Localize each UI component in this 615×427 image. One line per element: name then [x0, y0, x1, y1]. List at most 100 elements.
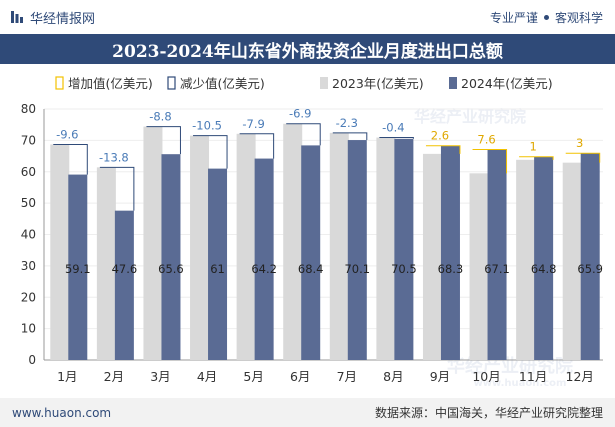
bar-2024 — [208, 168, 228, 360]
legend-decrease-label: 减少值(亿美元) — [180, 76, 265, 91]
bar-2023 — [236, 133, 256, 360]
change-label: 1 — [529, 140, 536, 154]
y-tick-label: 50 — [21, 196, 36, 210]
brand-name: 华经情报网 — [30, 11, 96, 27]
bar-2024 — [534, 156, 554, 360]
bar-2023 — [422, 153, 442, 360]
change-label: -2.3 — [336, 116, 358, 130]
brand-tags: 专业严谨 客观科学 — [490, 9, 603, 26]
bar-2024 — [161, 154, 181, 360]
change-bracket — [472, 148, 508, 174]
y-tick-label: 20 — [21, 290, 36, 304]
change-label: 7.6 — [477, 132, 495, 146]
y-tick-label: 0 — [28, 353, 36, 367]
y-tick-label: 30 — [21, 259, 36, 273]
bar-2024 — [440, 145, 460, 360]
bar-2023 — [329, 132, 349, 360]
change-bracket — [99, 166, 135, 211]
x-tick-label: 2月 — [104, 369, 124, 384]
watermark-url: www.huaon.com — [474, 378, 567, 389]
bar-2023 — [143, 126, 163, 360]
value-label-2024: 59.1 — [65, 262, 91, 276]
x-tick-label: 12月 — [566, 369, 594, 384]
value-label-2024: 65.6 — [158, 262, 184, 276]
bar-2024 — [347, 140, 367, 360]
tag-objective: 客观科学 — [554, 10, 603, 25]
separator-dot-icon — [543, 14, 549, 20]
legend-2023-label: 2023年(亿美元) — [332, 76, 424, 91]
bar-2023 — [516, 159, 536, 360]
tag-professional: 专业严谨 — [489, 10, 538, 25]
change-label: 3 — [576, 136, 583, 150]
change-bracket — [286, 123, 321, 146]
change-bracket — [146, 126, 181, 155]
bar-2023 — [562, 162, 582, 360]
change-bracket — [565, 152, 601, 163]
y-tick-label: 80 — [21, 102, 36, 116]
x-tick-label: 1月 — [57, 369, 77, 384]
change-bracket — [379, 137, 414, 139]
bar-2023 — [376, 137, 396, 360]
x-tick-label: 11月 — [519, 369, 547, 384]
legend-2024-swatch — [449, 77, 457, 89]
y-tick-label: 70 — [21, 133, 36, 147]
change-label: 2.6 — [431, 129, 449, 143]
x-tick-label: 3月 — [150, 369, 170, 384]
footer-site: www.huaon.com — [12, 405, 112, 420]
bar-2023 — [469, 173, 489, 360]
x-tick-label: 8月 — [383, 369, 403, 384]
x-tick-label: 5月 — [243, 369, 263, 384]
legend-increase-swatch — [55, 76, 64, 90]
value-label-2024: 68.3 — [438, 262, 464, 276]
footer-source: 数据来源：中国海关，华经产业研究院整理 — [374, 406, 603, 420]
change-bracket — [193, 135, 228, 169]
brand-logo-icon — [11, 11, 23, 23]
change-label: -7.9 — [242, 117, 264, 131]
legend-increase-label: 增加值(亿美元) — [68, 76, 153, 91]
bar-2024 — [68, 174, 88, 360]
change-label: -13.8 — [99, 150, 129, 164]
bar-2024 — [301, 145, 321, 360]
x-tick-label: 6月 — [290, 369, 310, 384]
legend-decrease-swatch — [167, 76, 176, 90]
value-label-2024: 68.4 — [298, 262, 324, 276]
value-label-2024: 67.1 — [484, 262, 510, 276]
chart-area: 华经产业研究院华经产业研究院www.huaon.com0102030405060… — [21, 76, 603, 389]
bar-2023 — [283, 123, 303, 360]
y-tick-label: 40 — [21, 228, 36, 242]
bar-2023 — [190, 135, 210, 360]
title-bar: 2023-2024年山东省外商投资企业月度进出口总额 — [0, 34, 615, 64]
legend-2023-swatch — [320, 77, 328, 89]
change-label: -8.8 — [149, 110, 171, 124]
y-tick-label: 60 — [21, 165, 36, 179]
change-label: -0.4 — [382, 121, 404, 135]
y-tick-label: 10 — [21, 322, 36, 336]
change-bracket — [332, 132, 368, 141]
bar-2023 — [96, 167, 116, 360]
x-tick-label: 4月 — [197, 369, 217, 384]
change-bracket — [239, 133, 275, 159]
x-tick-label: 10月 — [472, 369, 500, 384]
watermark-text-bottom: 华经产业研究院 — [447, 355, 573, 377]
bar-2023 — [50, 144, 70, 360]
value-label-2024: 64.2 — [251, 262, 277, 276]
change-label: -10.5 — [192, 119, 222, 133]
bar-2024 — [394, 138, 414, 360]
legend-2024-label: 2024年(亿美元) — [461, 76, 553, 91]
change-bracket — [425, 145, 461, 154]
footer: www.huaon.com 数据来源：中国海关，华经产业研究院整理 — [0, 398, 615, 427]
value-label-2024: 65.9 — [577, 262, 603, 276]
change-bracket — [519, 156, 554, 160]
value-label-2024: 47.6 — [112, 262, 138, 276]
value-label-2024: 70.5 — [391, 262, 417, 276]
watermark-text-top: 华经产业研究院 — [414, 107, 526, 126]
change-label: -6.9 — [289, 107, 311, 121]
value-label-2024: 61 — [210, 262, 225, 276]
chart-title: 2023-2024年山东省外商投资企业月度进出口总额 — [112, 41, 503, 62]
change-label: -9.6 — [56, 127, 78, 141]
bar-2024 — [580, 153, 600, 360]
bar-2024 — [254, 158, 274, 360]
top-bar: 华经情报网 专业严谨 客观科学 — [0, 0, 615, 34]
value-label-2024: 70.1 — [344, 262, 370, 276]
